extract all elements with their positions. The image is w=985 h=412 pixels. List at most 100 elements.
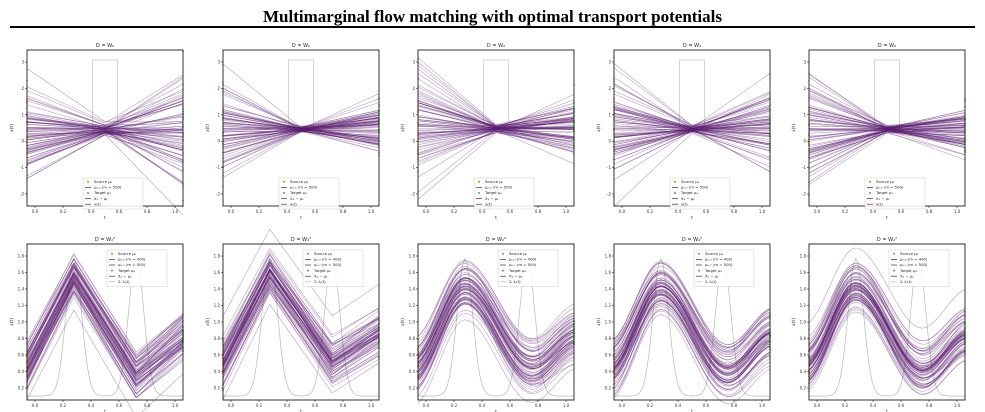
subplot-r0c4: D = W₂0.0 0.2 0.4 0.6 0.8 1.0t-2-10123x(t)Sou… xyxy=(791,43,966,221)
legend-label: x(t) xyxy=(681,201,688,206)
y-tick-label: 0.2 xyxy=(214,386,221,391)
flow-path xyxy=(222,288,380,387)
marginal-points xyxy=(613,56,771,198)
flow-path xyxy=(613,266,771,348)
flow-path xyxy=(613,132,771,207)
legend-label: μ₀.₇ (m = 500) xyxy=(509,262,537,267)
flow-path xyxy=(222,277,380,369)
flow-path xyxy=(222,118,380,130)
legend-label: μ₀.₅ (m = 500) xyxy=(290,185,318,190)
y-tick-label: 1.8 xyxy=(605,254,612,259)
flow-path xyxy=(808,118,966,131)
flow-path xyxy=(417,125,575,145)
y-tick-label: 3 xyxy=(217,60,220,65)
y-tick-label: 1.0 xyxy=(409,320,416,325)
flow-path xyxy=(26,272,184,374)
x-tick-label: 0.2 xyxy=(60,209,67,214)
flow-path xyxy=(222,112,380,141)
flow-path xyxy=(808,285,966,372)
flow-path xyxy=(613,285,771,370)
legend-label: Target μ₁ xyxy=(680,190,698,195)
flow-path xyxy=(222,264,380,352)
x-axis-label: t xyxy=(300,409,302,412)
legend-box xyxy=(693,249,755,287)
flow-path xyxy=(222,290,380,383)
flow-path xyxy=(417,73,575,130)
subplot-title: D = W₂ xyxy=(683,43,701,49)
flow-path xyxy=(417,105,575,139)
flow-path xyxy=(808,130,966,183)
flow-path xyxy=(222,286,380,384)
flow-path xyxy=(613,126,771,153)
flow-path xyxy=(26,267,184,363)
flow-path xyxy=(222,268,380,359)
flow-path xyxy=(26,122,184,155)
flow-path xyxy=(613,129,771,150)
flow-path xyxy=(417,269,575,350)
legend-marker xyxy=(478,180,480,183)
legend-marker xyxy=(307,269,309,272)
flow-path xyxy=(808,286,966,372)
flow-path xyxy=(417,84,575,127)
flow-path xyxy=(808,299,966,379)
flow-path xyxy=(417,303,575,382)
flow-path xyxy=(26,84,184,126)
flow-path xyxy=(26,280,184,378)
flow-path xyxy=(417,116,575,131)
flow-path xyxy=(613,123,771,138)
y-tick-label: 1.8 xyxy=(800,254,807,259)
subplot-title: D = W₂² xyxy=(877,237,897,243)
flow-path xyxy=(222,130,380,143)
y-tick-label: 3 xyxy=(608,60,611,65)
subplot-title: D = W₂ xyxy=(292,43,310,49)
flow-path xyxy=(613,108,771,131)
flow-path xyxy=(222,274,380,367)
flow-path xyxy=(808,309,966,395)
flow-path xyxy=(808,284,966,370)
flow-path xyxy=(26,132,184,168)
legend-label: x(t) xyxy=(290,201,297,206)
flow-path xyxy=(417,313,575,397)
flow-path xyxy=(613,112,771,142)
legend-label: x(t) xyxy=(94,201,101,206)
flow-path xyxy=(808,77,966,129)
flow-path xyxy=(222,130,380,154)
y-tick-label: -1 xyxy=(216,165,220,170)
flow-path xyxy=(808,262,966,342)
flow-path xyxy=(613,273,771,349)
flow-path xyxy=(808,289,966,376)
flow-path xyxy=(613,131,771,150)
flow-path xyxy=(222,291,380,391)
y-tick-label: 0.8 xyxy=(409,336,416,341)
flow-path xyxy=(26,100,184,126)
flow-path xyxy=(613,286,771,368)
flow-path xyxy=(417,288,575,371)
y-tick-label: 2 xyxy=(803,86,806,91)
x-tick-label: 0.4 xyxy=(479,209,486,214)
flow-path xyxy=(613,123,771,144)
flow-path xyxy=(26,120,184,141)
legend-marker xyxy=(674,192,676,194)
y-tick-label: -2 xyxy=(607,192,611,197)
flow-path xyxy=(613,293,771,379)
subplot-r0c0: D = W₂0.0 0.2 0.4 0.6 0.8 1.0t-2-10123x(t)Sou… xyxy=(9,43,184,221)
flow-path xyxy=(417,102,575,138)
flow-path xyxy=(222,116,380,163)
x-tick-label: 0.8 xyxy=(144,209,151,214)
flow-path xyxy=(808,112,966,129)
flow-path xyxy=(417,120,575,129)
x-tick-label: 1.0 xyxy=(172,209,179,214)
flow-path xyxy=(26,279,184,386)
legend-label: Source μ₀ xyxy=(94,179,113,184)
legend-label: Target μ₁ xyxy=(289,190,307,195)
y-tick-label: -1 xyxy=(411,165,415,170)
flow-path xyxy=(222,114,380,131)
flow-path xyxy=(808,97,966,131)
flow-path xyxy=(222,93,380,130)
flow-path xyxy=(417,289,575,373)
flow-path xyxy=(808,129,966,158)
flow-path xyxy=(26,266,184,368)
